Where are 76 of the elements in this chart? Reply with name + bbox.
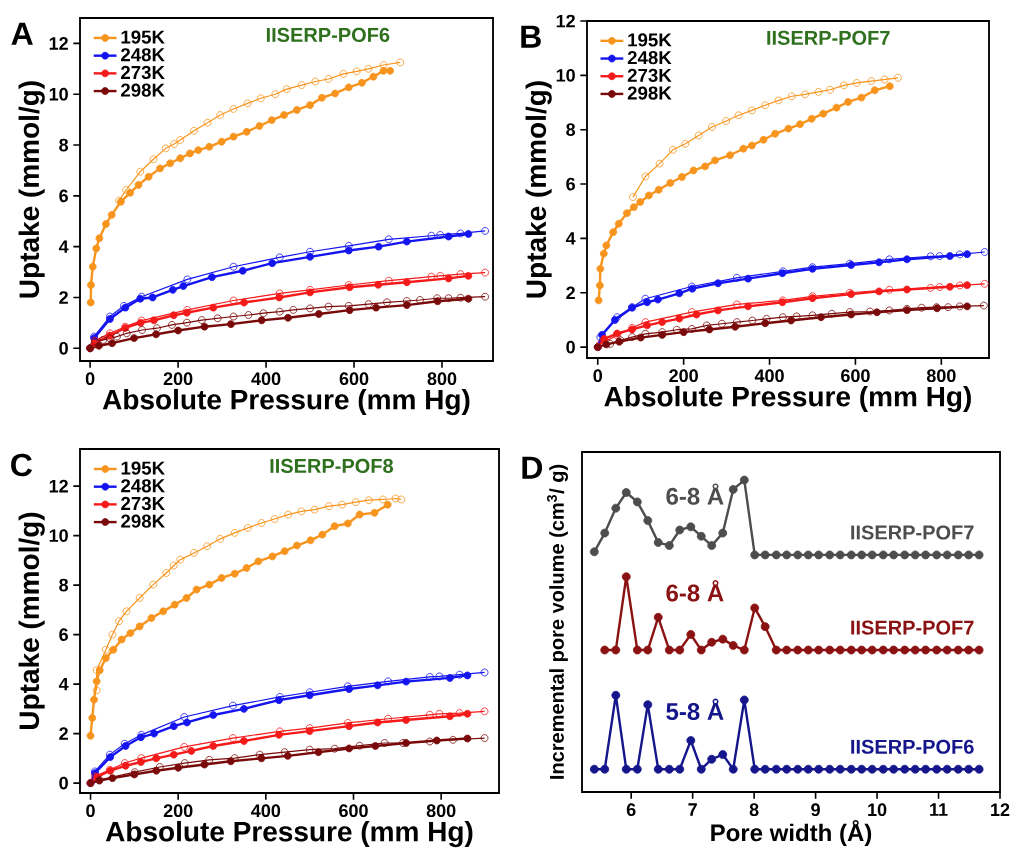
chart-subtitle: IISERP-POF8 bbox=[270, 458, 394, 474]
legend-label: 195K bbox=[121, 30, 165, 44]
legend-label: 298K bbox=[121, 83, 165, 97]
x-axis-title: Absolute Pressure (mm Hg) bbox=[604, 385, 971, 413]
x-axis-title: Absolute Pressure (mm Hg) bbox=[105, 820, 473, 848]
y-tick-label: 10 bbox=[556, 68, 575, 82]
x-tick-label: 0 bbox=[593, 369, 603, 383]
chart-title: C bbox=[11, 453, 33, 477]
x-tick-label: 0 bbox=[86, 804, 95, 818]
y-tick-label: 12 bbox=[556, 14, 575, 28]
x-tick-label: 800 bbox=[426, 804, 456, 818]
annotation: 5-8 Å bbox=[666, 698, 724, 721]
x-tick-label: 600 bbox=[339, 804, 368, 818]
legend-label: 273K bbox=[627, 68, 672, 82]
y-tick-label: 8 bbox=[59, 578, 69, 592]
x-tick-label: 11 bbox=[930, 803, 948, 816]
annotation: 6-8 Å bbox=[666, 483, 724, 505]
legend-label: 298K bbox=[121, 514, 165, 528]
legend-label: 195K bbox=[628, 33, 672, 47]
x-tick-label: 200 bbox=[669, 369, 698, 383]
y-axis-title: Uptake (mmol/g) bbox=[18, 512, 45, 729]
y-tick-label: 10 bbox=[49, 87, 68, 101]
x-tick-label: 800 bbox=[926, 369, 956, 383]
y-tick-label: 4 bbox=[565, 232, 576, 245]
y-tick-label: 2 bbox=[59, 727, 68, 740]
y-axis-title: Uptake (mmol/g) bbox=[525, 81, 552, 298]
legend-label: 273K bbox=[121, 65, 165, 80]
annotation: 6-8 Å bbox=[666, 580, 724, 602]
x-axis-title: Absolute Pressure (mm Hg) bbox=[102, 388, 470, 416]
y-tick-label: 0 bbox=[59, 341, 68, 355]
chart-subtitle: IISERP-POF6 bbox=[266, 27, 390, 42]
x-tick-label: 12 bbox=[991, 803, 1010, 816]
x-tick-label: 400 bbox=[251, 804, 281, 818]
y-tick-label: 0 bbox=[566, 340, 575, 354]
legend-label: 195K bbox=[121, 461, 165, 475]
x-tick-label: 600 bbox=[339, 372, 369, 386]
x-tick-label: 0 bbox=[85, 372, 95, 386]
x-tick-label: 800 bbox=[427, 372, 457, 386]
y-tick-label: 6 bbox=[59, 628, 68, 641]
y-tick-label: 6 bbox=[59, 189, 68, 203]
y-tick-label: 8 bbox=[59, 138, 69, 152]
y-axis-title: Incremental pore volume (cm$^{3}$/ g) bbox=[546, 464, 568, 779]
y-tick-label: 12 bbox=[49, 37, 68, 50]
legend-label: 248K bbox=[121, 479, 165, 493]
series-label: IISERP-POF6 bbox=[851, 739, 974, 754]
x-tick-label: 400 bbox=[251, 372, 281, 386]
y-axis-title: Uptake (mmol/g) bbox=[18, 81, 45, 298]
x-tick-label: 9 bbox=[811, 803, 820, 817]
x-tick-label: 400 bbox=[754, 369, 784, 383]
x-tick-label: 600 bbox=[841, 369, 870, 383]
y-tick-label: 2 bbox=[566, 286, 575, 300]
y-tick-label: 8 bbox=[566, 123, 576, 137]
x-tick-label: 200 bbox=[163, 804, 193, 818]
legend-label: 248K bbox=[627, 51, 672, 65]
x-tick-label: 8 bbox=[749, 803, 759, 817]
legend-label: 273K bbox=[121, 496, 165, 511]
x-tick-label: 10 bbox=[868, 803, 887, 817]
legend-label: 298K bbox=[627, 86, 672, 100]
y-tick-label: 2 bbox=[59, 291, 68, 304]
y-tick-label: 6 bbox=[566, 177, 575, 191]
chart-subtitle: IISERP-POF7 bbox=[767, 30, 890, 45]
chart-title: B bbox=[521, 25, 541, 48]
y-tick-label: 4 bbox=[58, 677, 69, 691]
series-label: IISERP-POF7 bbox=[851, 525, 974, 540]
chart-title: D bbox=[522, 456, 543, 479]
y-tick-label: 0 bbox=[59, 776, 68, 790]
y-tick-label: 4 bbox=[58, 240, 69, 253]
chart-title: A bbox=[11, 22, 33, 45]
y-tick-label: 10 bbox=[49, 529, 68, 542]
y-tick-label: 12 bbox=[49, 479, 68, 493]
x-tick-label: 7 bbox=[688, 803, 697, 816]
x-tick-label: 200 bbox=[163, 372, 193, 386]
legend-label: 248K bbox=[121, 48, 165, 62]
x-axis-title: Pore width (Å) bbox=[711, 819, 872, 847]
x-tick-label: 6 bbox=[626, 803, 636, 817]
series-label: IISERP-POF7 bbox=[851, 620, 974, 635]
